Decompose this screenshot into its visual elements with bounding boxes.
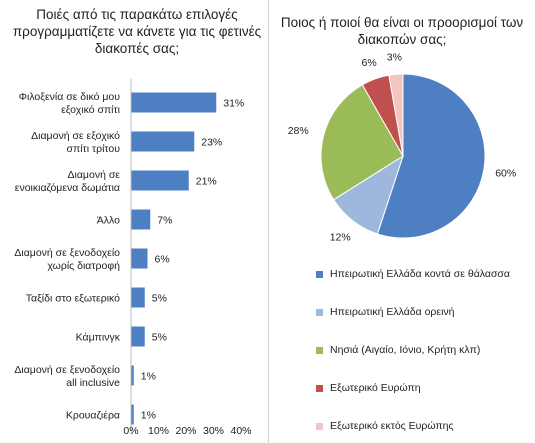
bar-chart: Φιλοξενία σε δικό μου εξοχικό σπίτι 31% Δια… [14, 79, 252, 437]
bar-value-label: 1% [141, 410, 156, 422]
bar-category-label: Κρουαζιέρα [66, 410, 120, 422]
bar-category-label: Διαμονή σε ξενοδοχείο χωρίς διατροφή [14, 247, 120, 272]
legend-swatch [316, 423, 323, 430]
bar [131, 209, 151, 230]
x-tick-label: 40% [230, 425, 251, 437]
pie-slice [320, 84, 404, 201]
bar-value-label: 21% [196, 176, 217, 188]
legend-label: Εξωτερικό Ευρώπη [330, 382, 421, 394]
bar-value-label: 31% [223, 98, 244, 110]
pie-chart: 60% 12% 28% 6% 3% [288, 51, 516, 243]
pie-chart-title: Ποιος ή ποιοί θα είναι οι προορισμοί των… [280, 15, 524, 47]
legend-label: Νησιά (Αιγαίο, Ιόνιο, Κρήτη κλπ) [330, 344, 481, 356]
x-tick-label: 20% [175, 425, 196, 437]
legend-swatch [316, 385, 323, 392]
legend-swatch [316, 271, 323, 278]
bar [131, 248, 148, 269]
bar-chart-title: Ποιές από τις παρακάτω επιλογές προγραμμ… [12, 7, 262, 56]
pie-value-label: 28% [288, 125, 309, 137]
pie-slice [376, 73, 486, 239]
bar [131, 92, 217, 113]
bar [131, 170, 189, 191]
bar-category-label: Διαμονή σε ενοικιαζόμενα δωμάτια [15, 169, 121, 194]
legend-swatch [316, 347, 323, 354]
legend-swatch [316, 309, 323, 316]
bar-category-label: Φιλοξενία σε δικό μου εξοχικό σπίτι [19, 91, 121, 116]
x-tick-label: 10% [148, 425, 169, 437]
legend-label: Εξωτερικό εκτός Ευρώπης [330, 420, 454, 432]
bar-value-label: 1% [141, 371, 156, 383]
pie-value-label: 12% [330, 231, 351, 243]
bar-category-label: Κάμπινγκ [76, 332, 121, 344]
bar-value-label: 23% [201, 137, 222, 149]
bar-chart-panel: Ποιές από τις παρακάτω επιλογές προγραμμ… [12, 7, 262, 437]
bar-value-label: 5% [152, 293, 167, 305]
x-tick-label: 30% [203, 425, 224, 437]
pie-slice [388, 73, 404, 157]
bar [131, 365, 134, 386]
bar-category-label: Διαμονή σε ξενοδοχείο all inclusive [14, 364, 120, 389]
bar [131, 404, 134, 425]
pie-value-label: 60% [495, 167, 516, 179]
pie-value-label: 3% [387, 51, 402, 63]
pie-chart-panel: Ποιος ή ποιοί θα είναι οι προορισμοί των… [270, 0, 535, 443]
bar-category-label: Διαμονή σε εξοχικό σπίτι τρίτου [31, 130, 120, 155]
bar-category-label: Ταξίδι στο εξωτερικό [26, 293, 120, 305]
bar [131, 287, 145, 308]
panel-divider [268, 0, 269, 443]
bar-value-label: 7% [157, 215, 172, 227]
bar-category-label: Άλλο [97, 215, 120, 227]
legend-label: Ηπειρωτική Ελλάδα ορεινή [330, 306, 455, 318]
bar-value-label: 5% [152, 332, 167, 344]
pie-value-label: 6% [362, 57, 377, 69]
bar-value-label: 6% [155, 254, 170, 266]
bar [131, 326, 145, 347]
x-tick-label: 0% [123, 425, 138, 437]
legend-label: Ηπειρωτική Ελλάδα κοντά σε θάλασσα [330, 268, 510, 280]
bar [131, 131, 195, 152]
